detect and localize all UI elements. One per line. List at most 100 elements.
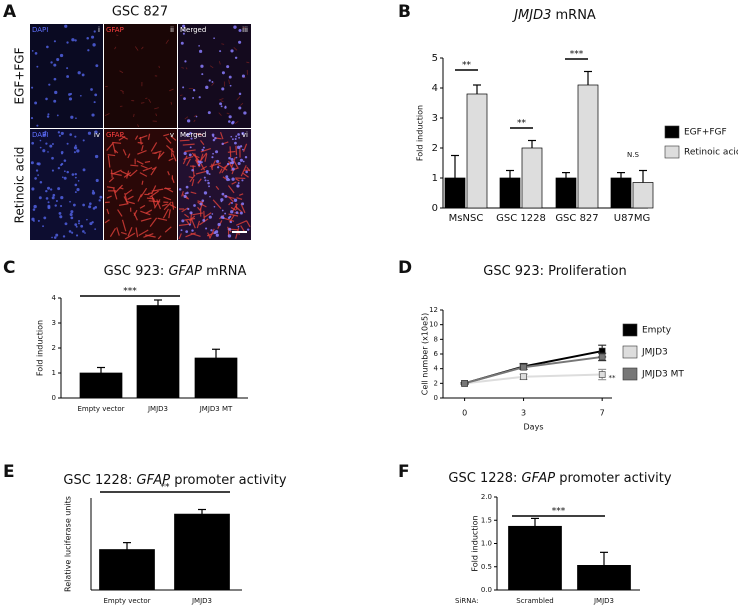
nucleus [91, 113, 95, 117]
nucleus [221, 87, 225, 91]
nucleus [42, 149, 46, 153]
y-tick-label: 1 [52, 369, 56, 377]
gfap-fiber [107, 155, 111, 168]
x-tick-label: Scrambled [516, 597, 553, 605]
nucleus [69, 200, 71, 203]
y-tick-label: 3 [52, 319, 56, 327]
gfap-fiber [235, 145, 238, 156]
point [520, 363, 527, 371]
gfap-fiber [139, 204, 146, 209]
gfap-fiber [164, 187, 174, 193]
gfap-fiber [182, 143, 195, 146]
gfap-fiber [181, 191, 184, 197]
gfap-fiber [236, 197, 243, 200]
nucleus [30, 117, 34, 120]
legend-swatch [622, 367, 638, 381]
nucleus [203, 191, 208, 195]
nucleus [178, 188, 182, 191]
legend-swatch [622, 323, 638, 337]
gfap-fiber [140, 145, 144, 152]
nucleus [184, 60, 187, 63]
nucleus [61, 176, 64, 179]
gfap-fiber [137, 150, 147, 155]
nucleus [203, 146, 205, 149]
nucleus [53, 77, 57, 81]
legend-label: EGF+FGF [684, 128, 727, 138]
nucleus [215, 233, 219, 237]
nucleus [237, 161, 241, 166]
nucleus [37, 219, 40, 222]
nucleus [45, 197, 49, 200]
nucleus [229, 84, 232, 87]
nucleus [57, 167, 61, 170]
nucleus [63, 170, 66, 173]
nucleus [224, 212, 227, 215]
nucleus [45, 97, 48, 101]
series-line [464, 355, 603, 385]
gfap-fiber [240, 102, 244, 106]
nucleus [53, 63, 57, 67]
nucleus [197, 160, 200, 163]
gfap-fiber [204, 153, 208, 162]
gfap-fiber [220, 100, 224, 103]
nucleus [76, 188, 80, 192]
gfap-fiber [190, 191, 197, 195]
nucleus [228, 179, 231, 181]
nucleus [54, 90, 58, 95]
gfap-fiber [215, 185, 220, 191]
gfap-fiber [124, 193, 128, 203]
gfap-fiber [118, 135, 126, 141]
nucleus [228, 227, 232, 231]
nucleus [62, 235, 66, 238]
row-label: Retinoic acid [13, 147, 27, 224]
nucleus [91, 221, 94, 224]
y-tick-label: 2.0 [481, 493, 492, 501]
gfap-fiber [218, 112, 222, 116]
gfap-fiber [228, 213, 239, 217]
gfap-fiber [196, 220, 201, 229]
y-tick-label: 0 [52, 394, 56, 402]
gfap-fiber [141, 180, 144, 185]
nucleus [51, 169, 55, 172]
gfap-fiber [235, 203, 238, 210]
nucleus [31, 141, 35, 145]
nucleus [71, 231, 74, 234]
nucleus [213, 205, 216, 208]
nucleus [86, 218, 88, 221]
gfap-fiber [240, 165, 247, 177]
nucleus [230, 135, 233, 138]
nucleus [44, 130, 47, 133]
nucleus [94, 130, 98, 134]
significance-label: *** [570, 50, 584, 60]
gfap-fiber [165, 136, 172, 144]
y-axis-label: Fold induction [36, 320, 45, 376]
nucleus [30, 161, 34, 165]
nucleus [53, 40, 56, 43]
micrograph [178, 24, 251, 128]
nucleus [70, 216, 74, 220]
gfap-fiber [136, 160, 144, 165]
nucleus [212, 152, 214, 155]
nucleus [241, 74, 245, 78]
nucleus [207, 111, 211, 115]
nucleus [93, 101, 96, 104]
title-part: GSC 1228: [448, 471, 521, 486]
gfap-fiber [120, 89, 124, 93]
nucleus [224, 194, 228, 198]
nucleus [241, 131, 245, 135]
gfap-fiber [211, 82, 215, 86]
nucleus [238, 40, 242, 44]
nucleus [69, 212, 73, 217]
legend-swatch [664, 125, 680, 139]
nucleus [90, 88, 93, 91]
nucleus [187, 207, 190, 211]
nucleus [230, 210, 234, 214]
gfap-fiber [200, 162, 206, 171]
nucleus [233, 25, 237, 29]
gfap-fiber [106, 142, 114, 151]
gfap-fiber [172, 153, 177, 162]
nucleus [63, 176, 67, 180]
nucleus [212, 135, 215, 138]
gfap-fiber [226, 112, 230, 115]
